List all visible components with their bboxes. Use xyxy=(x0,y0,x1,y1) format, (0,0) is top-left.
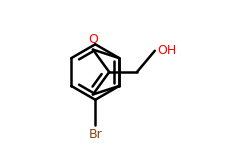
Text: OH: OH xyxy=(157,44,176,57)
Text: O: O xyxy=(88,33,98,46)
Text: Br: Br xyxy=(88,128,102,141)
